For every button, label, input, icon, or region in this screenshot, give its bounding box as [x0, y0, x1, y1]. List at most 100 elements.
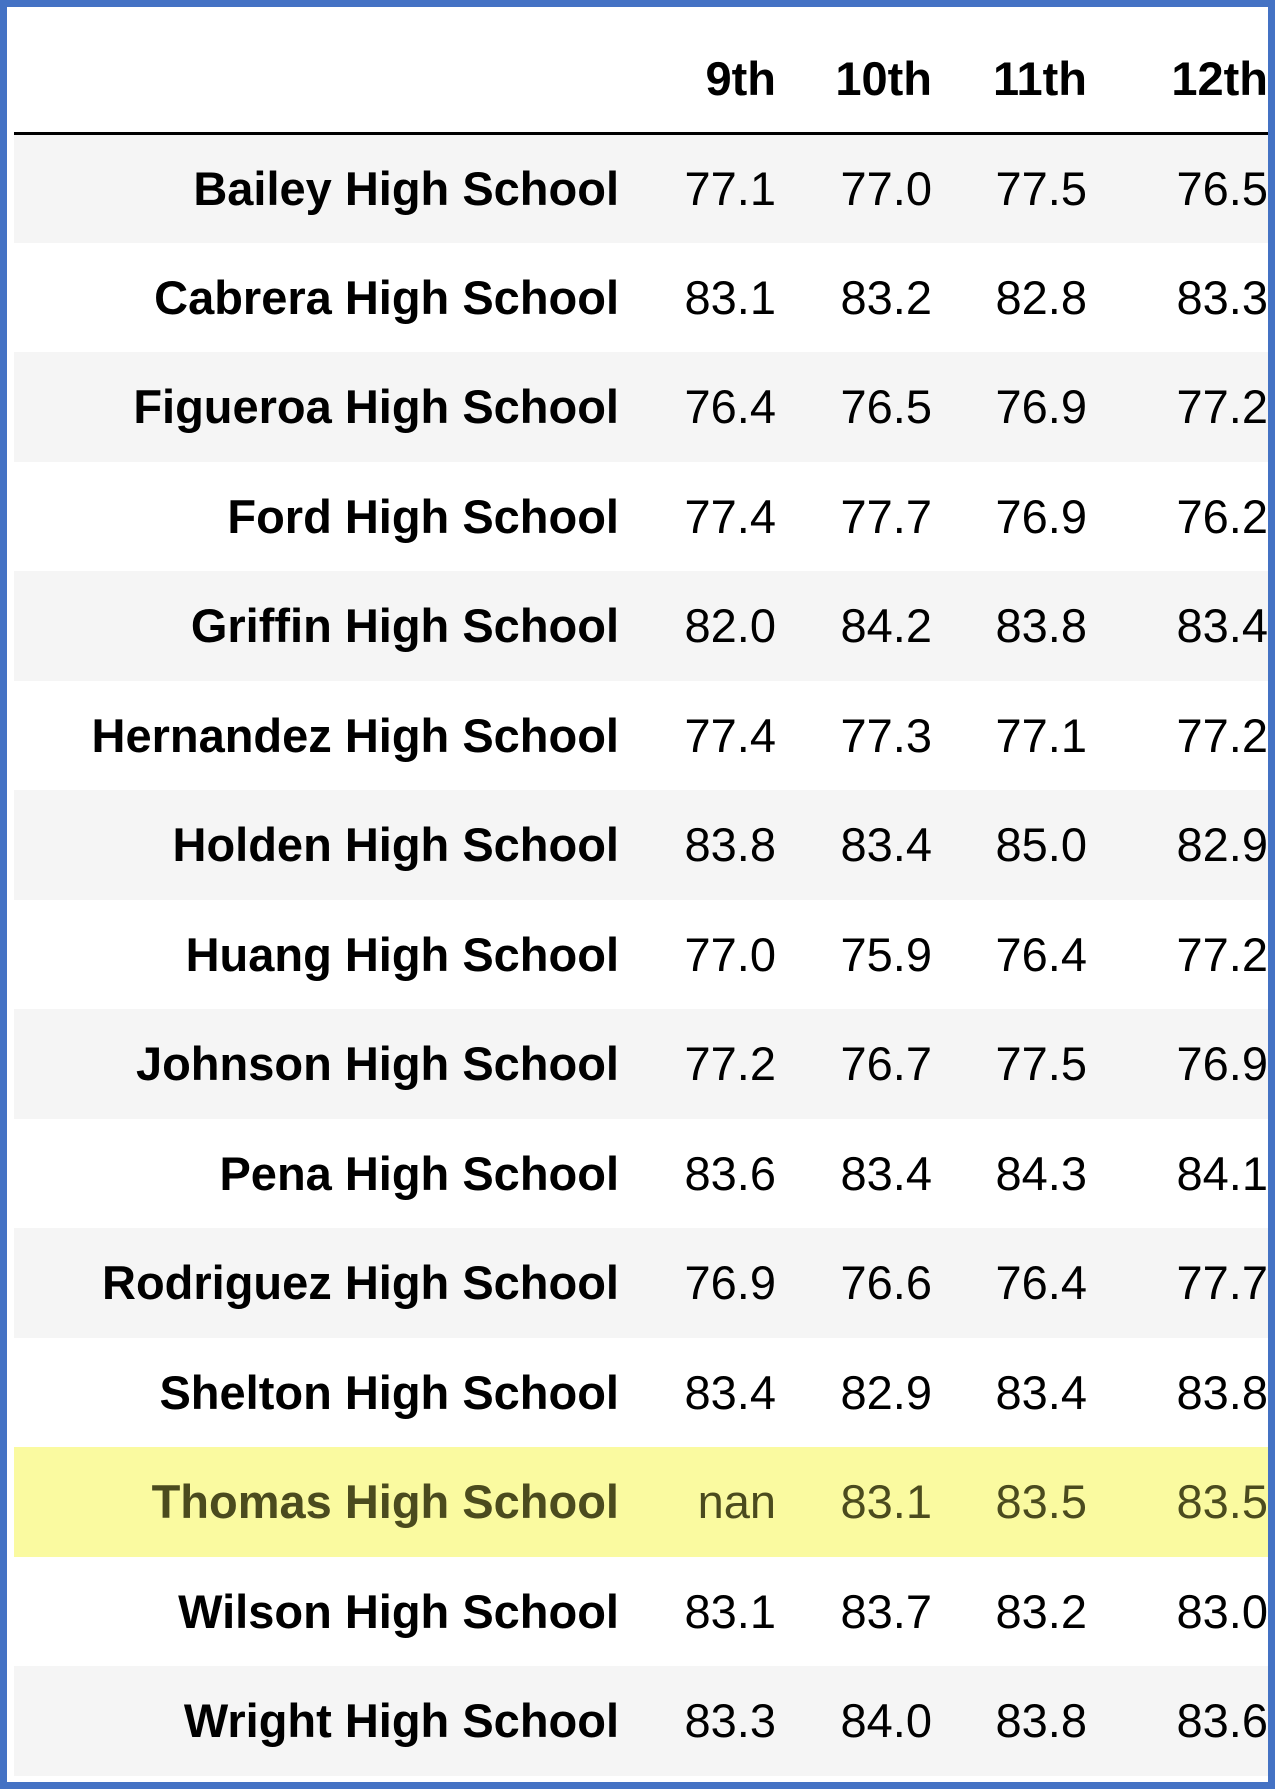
- row-label-school: Holden High School: [172, 818, 619, 872]
- score-cell-11th: 76.4: [995, 1256, 1087, 1310]
- row-label-school: Wilson High School: [178, 1584, 619, 1638]
- score-cell-11th: 83.8: [995, 1694, 1087, 1748]
- score-cell-10th: 76.7: [840, 1037, 932, 1091]
- table-row: Hernandez High School 77.4 77.3 77.1 77.2: [14, 680, 1268, 790]
- score-cell-10th: 77.0: [840, 162, 932, 215]
- score-cell-10th: 83.1: [840, 1475, 932, 1529]
- column-header-11th: 11th: [992, 52, 1087, 106]
- score-cell-10th: 83.4: [840, 1146, 932, 1200]
- score-cell-11th: 76.4: [995, 927, 1087, 981]
- score-cell-11th: 83.2: [995, 1584, 1087, 1638]
- score-cell-9th: 83.6: [684, 1146, 776, 1200]
- score-cell-12th: 82.9: [1176, 818, 1268, 872]
- score-cell-11th: 83.8: [995, 599, 1087, 653]
- score-cell-9th: 77.4: [684, 489, 776, 543]
- score-cell-11th: 76.9: [995, 380, 1087, 434]
- row-label-school: Johnson High School: [135, 1037, 619, 1091]
- score-cell-10th: 83.4: [840, 818, 932, 872]
- score-cell-9th: 83.8: [684, 818, 776, 872]
- score-cell-10th: 75.9: [840, 927, 932, 981]
- score-cell-12th: 83.6: [1176, 1694, 1268, 1748]
- score-cell-10th: 83.7: [840, 1584, 932, 1638]
- score-cell-11th: 76.9: [995, 489, 1087, 543]
- header-row: 9th 10th 11th 12th: [14, 26, 1268, 133]
- score-cell-10th: 76.5: [840, 380, 932, 434]
- score-cell-10th: 83.2: [840, 270, 932, 324]
- row-label-school: Griffin High School: [190, 599, 619, 653]
- score-cell-9th: 76.4: [684, 380, 776, 434]
- table-row: Huang High School 77.0 75.9 76.4 77.2: [14, 899, 1268, 1009]
- score-cell-12th: 76.5: [1176, 162, 1268, 215]
- score-cell-10th: 76.6: [840, 1256, 932, 1310]
- table-row: Shelton High School 83.4 82.9 83.4 83.8: [14, 1337, 1268, 1447]
- row-label-school: Bailey High School: [193, 162, 619, 215]
- table-row: Figueroa High School 76.4 76.5 76.9 77.2: [14, 352, 1268, 462]
- score-cell-10th: 77.3: [840, 708, 932, 762]
- score-cell-11th: 82.8: [995, 270, 1087, 324]
- table-row: Wilson High School 83.1 83.7 83.2 83.0: [14, 1556, 1268, 1666]
- score-cell-12th: 83.5: [1176, 1475, 1268, 1529]
- header-index-cell: [14, 26, 619, 133]
- row-label-school: Wright High School: [183, 1694, 619, 1748]
- table-row: Griffin High School 82.0 84.2 83.8 83.4: [14, 571, 1268, 681]
- score-cell-9th: 77.1: [684, 162, 776, 215]
- score-cell-10th: 77.7: [840, 489, 932, 543]
- score-cell-12th: 76.2: [1176, 489, 1268, 543]
- score-cell-12th: 77.2: [1176, 380, 1268, 434]
- score-cell-9th: 83.1: [684, 1584, 776, 1638]
- score-cell-11th: 85.0: [995, 818, 1087, 872]
- score-cell-9th: 83.4: [684, 1365, 776, 1419]
- score-cell-10th: 82.9: [840, 1365, 932, 1419]
- score-cell-12th: 84.1: [1176, 1146, 1268, 1200]
- score-cell-9th: 83.1: [684, 270, 776, 324]
- table-row: Rodriguez High School 76.9 76.6 76.4 77.7: [14, 1228, 1268, 1338]
- row-label-school: Figueroa High School: [133, 380, 619, 434]
- table-row: Ford High School 77.4 77.7 76.9 76.2: [14, 461, 1268, 571]
- table-row: Cabrera High School 83.1 83.2 82.8 83.3: [14, 242, 1268, 352]
- score-cell-12th: 77.2: [1176, 927, 1268, 981]
- column-header-9th: 9th: [705, 52, 777, 106]
- row-label-school: Rodriguez High School: [102, 1256, 619, 1310]
- score-cell-9th: 77.0: [684, 927, 776, 981]
- score-cell-11th: 83.4: [995, 1365, 1087, 1419]
- score-cell-12th: 83.4: [1176, 599, 1268, 653]
- score-cell-11th: 77.1: [995, 708, 1087, 762]
- score-cell-9th: 77.2: [684, 1037, 776, 1091]
- scores-by-grade-table: 9th 10th 11th 12th Bailey High School 77.…: [14, 26, 1268, 1776]
- score-cell-11th: 84.3: [995, 1146, 1087, 1200]
- score-cell-12th: 77.2: [1176, 708, 1268, 762]
- score-cell-11th: 83.5: [995, 1475, 1087, 1529]
- table-row: Thomas High School nan 83.1 83.5 83.5: [14, 1447, 1268, 1557]
- score-cell-12th: 83.3: [1176, 270, 1268, 324]
- row-label-school: Cabrera High School: [154, 270, 619, 324]
- table-row: Bailey High School 77.1 77.0 77.5 76.5: [14, 133, 1268, 243]
- score-cell-9th: nan: [697, 1475, 776, 1529]
- table-row: Wright High School 83.3 84.0 83.8 83.6: [14, 1666, 1268, 1776]
- table-row: Pena High School 83.6 83.4 84.3 84.1: [14, 1118, 1268, 1228]
- table-body: Bailey High School 77.1 77.0 77.5 76.5 Cabrer…: [14, 133, 1268, 1776]
- table-header: 9th 10th 11th 12th: [14, 26, 1268, 133]
- row-label-school: Shelton High School: [159, 1365, 619, 1419]
- score-cell-9th: 83.3: [684, 1694, 776, 1748]
- score-cell-12th: 77.7: [1176, 1256, 1268, 1310]
- score-cell-9th: 76.9: [684, 1256, 776, 1310]
- score-cell-11th: 77.5: [995, 162, 1087, 215]
- row-label-school: Ford High School: [227, 489, 619, 543]
- score-cell-11th: 77.5: [995, 1037, 1087, 1091]
- score-cell-12th: 83.8: [1176, 1365, 1268, 1419]
- column-header-10th: 10th: [835, 52, 932, 106]
- table-row: Holden High School 83.8 83.4 85.0 82.9: [14, 790, 1268, 900]
- score-cell-12th: 83.0: [1176, 1584, 1268, 1638]
- row-label-school: Pena High School: [219, 1146, 619, 1200]
- score-cell-12th: 76.9: [1176, 1037, 1268, 1091]
- row-label-school: Hernandez High School: [91, 708, 620, 762]
- table-row: Johnson High School 77.2 76.7 77.5 76.9: [14, 1009, 1268, 1119]
- row-label-school: Thomas High School: [151, 1475, 619, 1529]
- column-header-12th: 12th: [1171, 52, 1268, 106]
- score-cell-9th: 82.0: [684, 599, 776, 653]
- row-label-school: Huang High School: [185, 927, 619, 981]
- score-cell-9th: 77.4: [684, 708, 776, 762]
- score-cell-10th: 84.2: [840, 599, 932, 653]
- score-cell-10th: 84.0: [840, 1694, 932, 1748]
